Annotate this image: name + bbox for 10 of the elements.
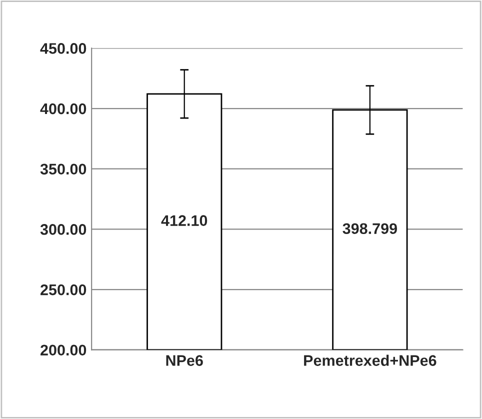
x-tick-label: Pemetrexed+NPe6 <box>304 354 436 366</box>
y-tick-label: 250.00 <box>40 284 86 296</box>
y-tick-label: 350.00 <box>40 164 86 175</box>
x-tick-label: NPe6 <box>166 355 203 366</box>
y-tick-label: 300.00 <box>40 224 86 235</box>
y-tick-label: 400.00 <box>40 103 86 114</box>
data-label: 412.10 <box>161 215 208 226</box>
y-tick-label: 200.00 <box>40 344 86 356</box>
y-tick-label: 450.00 <box>40 43 86 54</box>
data-label: 398.799 <box>342 223 397 234</box>
